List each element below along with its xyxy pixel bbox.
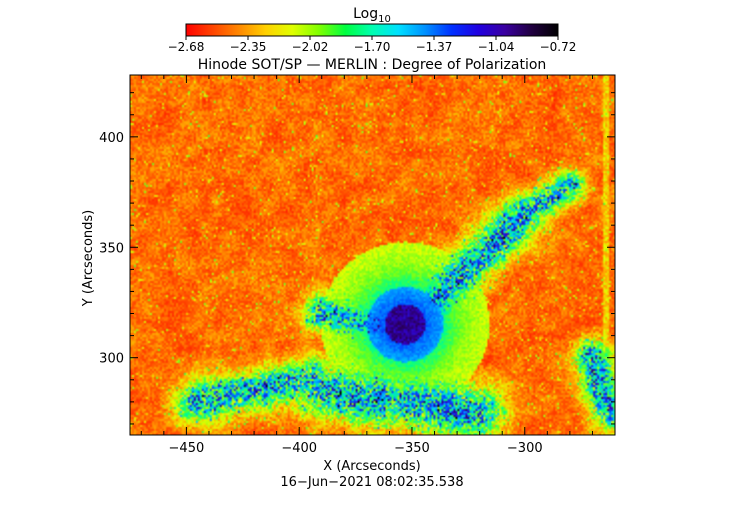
y-tick-label: 300: [99, 352, 124, 367]
colorbar: Log10 −2.68 −2.35 −2.02 −1.70 −1.37 −1.04 −0.7…: [168, 6, 577, 54]
heatmap-image: [130, 75, 615, 435]
colorbar-tick-label: −2.35: [230, 40, 267, 54]
colorbar-tick-label: −1.70: [354, 40, 391, 54]
x-axis-label: X (Arcseconds): [323, 459, 420, 474]
x-tick-label: −400: [281, 441, 317, 456]
colorbar-label: Log10: [353, 6, 391, 25]
timestamp: 16−Jun−2021 08:02:35.538: [280, 475, 463, 490]
chart-title: Hinode SOT/SP — MERLIN : Degree of Polar…: [198, 57, 547, 73]
x-tick-label: −450: [169, 441, 205, 456]
colorbar-tick-label: −1.37: [416, 40, 453, 54]
plot-frame: [129, 74, 616, 436]
y-tick-label: 400: [99, 131, 124, 146]
colorbar-gradient: [185, 23, 559, 37]
x-tick-label: −300: [507, 441, 543, 456]
y-axis: 300 350 400: [99, 92, 615, 425]
colorbar-tick-label: −1.04: [478, 40, 515, 54]
colorbar-tick-label: −0.72: [540, 40, 577, 54]
x-axis: −450 −400 −350 −300: [140, 75, 616, 456]
colorbar-tick-label: −2.68: [168, 40, 205, 54]
heatmap-area: [130, 75, 615, 435]
y-tick-label: 350: [99, 241, 124, 256]
x-tick-label: −350: [394, 441, 430, 456]
y-axis-label: Y (Arcseconds): [81, 210, 96, 307]
colorbar-tick-label: −2.02: [292, 40, 329, 54]
colorbar-ticks: −2.68 −2.35 −2.02 −1.70 −1.37 −1.04 −0.72: [168, 36, 577, 54]
